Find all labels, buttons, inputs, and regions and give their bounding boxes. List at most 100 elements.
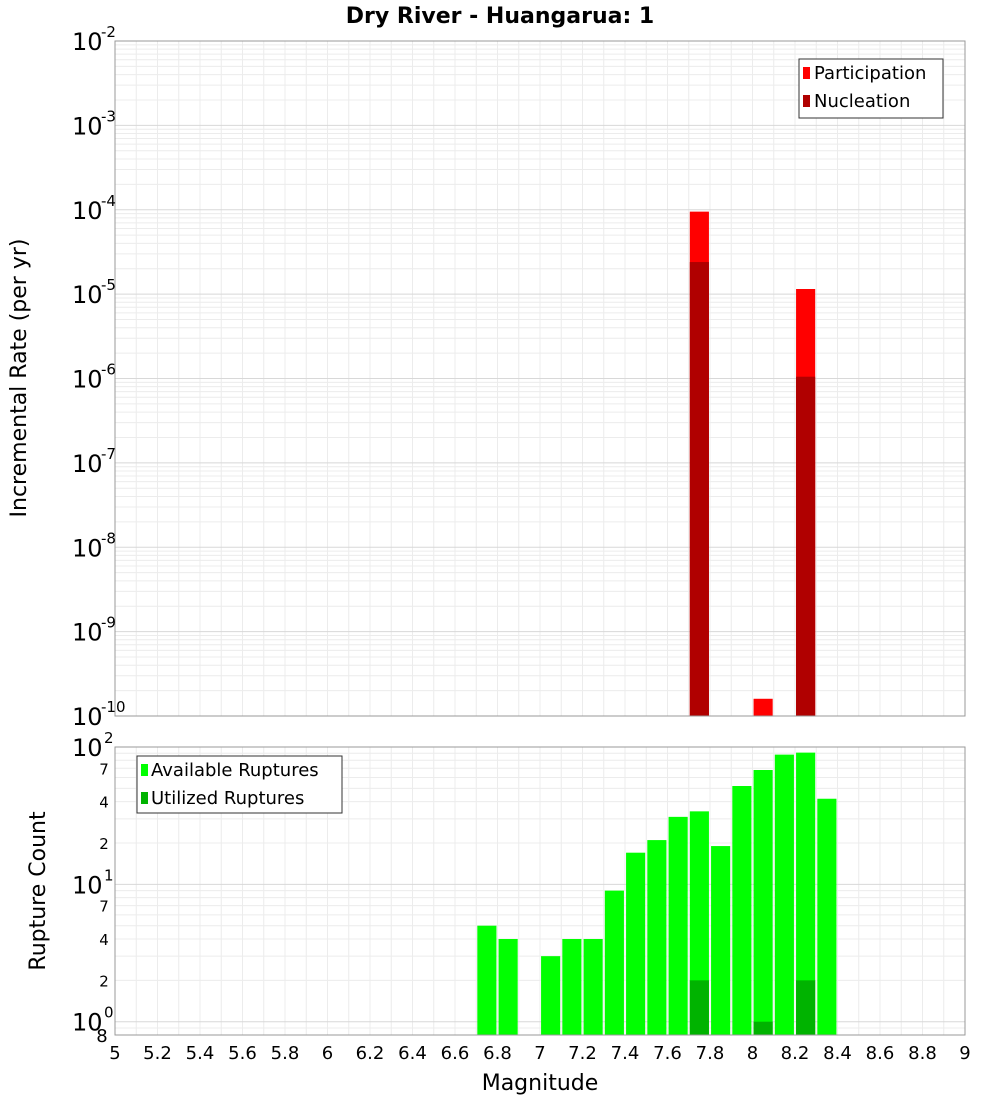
x-tick-label: 6.8: [483, 1043, 512, 1064]
legend-swatch-nucleation: [803, 95, 810, 107]
x-tick-label: 7.6: [653, 1043, 682, 1064]
chart-title: Dry River - Huangarua: 1: [346, 4, 654, 29]
x-tick-labels: 5 5.2 5.4 5.6 5.8 6 6.2 6.4 6.6 6.8 7 7.2 7.4 7.6 7.8 8…: [109, 1043, 970, 1064]
bottom-y-minor-tick: 7: [99, 760, 109, 778]
available-ruptures-bar: [498, 939, 518, 1035]
top-y-tick-base: 10: [72, 197, 103, 225]
top-y-tick-base: 10: [72, 28, 103, 56]
available-ruptures-bar: [647, 840, 667, 1035]
top-y-tick-base: 10: [72, 450, 103, 478]
top-y-tick-base: 10: [72, 534, 103, 562]
top-gridlines: [114, 41, 966, 717]
top-y-tick-base: 10: [72, 366, 103, 394]
top-y-axis-label: Incremental Rate (per yr): [7, 239, 32, 518]
bottom-plot-frame: [114, 746, 966, 1036]
available-ruptures-bar: [626, 852, 646, 1035]
utilized-ruptures-bar: [753, 1021, 773, 1035]
legend-label-nucleation: Nucleation: [814, 91, 910, 112]
top-y-tick-exponent: -3: [101, 107, 116, 125]
top-y-tick-exponent: -5: [101, 276, 116, 294]
bottom-y-tick-base: 10: [72, 871, 103, 899]
utilized-ruptures-bar: [796, 980, 816, 1035]
bottom-y-minor-tick: 4: [99, 794, 109, 812]
bottom-y-minor-tick: 4: [99, 931, 109, 949]
top-y-tick: 10-2: [72, 23, 116, 56]
top-y-tick-base: 10: [72, 703, 103, 731]
legend-label-utilized-ruptures: Utilized Ruptures: [151, 788, 304, 809]
top-plot-frame: [114, 40, 966, 717]
top-y-tick: 10-10: [72, 698, 126, 731]
available-ruptures-bar: [711, 846, 731, 1035]
x-axis-label: Magnitude: [482, 1071, 599, 1096]
top-y-tick: 10-6: [72, 361, 116, 394]
available-ruptures-bar: [774, 754, 794, 1035]
available-ruptures-bar: [583, 939, 603, 1035]
legend-label-participation: Participation: [814, 63, 926, 84]
top-y-tick: 10-3: [72, 107, 116, 140]
legend-swatch-utilized-ruptures: [141, 792, 148, 804]
x-tick-label: 8.2: [781, 1043, 810, 1064]
legend-swatch-available-ruptures: [141, 764, 148, 776]
top-y-tick: 10-5: [72, 276, 116, 309]
bottom-y-tick-exponent: 2: [104, 729, 114, 747]
nucleation-bar: [796, 376, 816, 716]
available-ruptures-bar: [732, 786, 752, 1035]
bottom-y-tick-exponent: 0: [104, 1004, 114, 1022]
nucleation-bar: [689, 262, 709, 716]
available-ruptures-bar: [689, 811, 709, 1035]
top-y-tick-exponent: -10: [101, 698, 126, 716]
x-tick-label: 5.6: [228, 1043, 257, 1064]
bottom-y-minor-tick: 2: [99, 972, 109, 990]
bottom-y-minor-tick: 2: [99, 835, 109, 853]
top-y-tick-exponent: -2: [101, 23, 116, 41]
available-ruptures-bar: [817, 798, 837, 1035]
top-y-tick: 10-7: [72, 445, 116, 478]
x-tick-label: 6: [322, 1043, 333, 1064]
x-tick-label: 6.6: [441, 1043, 470, 1064]
top-legend: Participation Nucleation: [798, 58, 944, 119]
x-tick-label: 8.8: [908, 1043, 937, 1064]
utilized-ruptures-bar: [689, 980, 709, 1035]
top-y-tick-base: 10: [72, 281, 103, 309]
bottom-y-tick-base: 10: [72, 1009, 103, 1037]
x-tick-label: 6.4: [398, 1043, 427, 1064]
bottom-y-axis-label: Rupture Count: [26, 811, 51, 971]
x-tick-label: 8.6: [866, 1043, 895, 1064]
available-ruptures-bar: [604, 890, 624, 1035]
bottom-y-tick-base: 10: [72, 734, 103, 762]
bottom-legend-box: [136, 755, 343, 814]
top-y-tick-base: 10: [72, 619, 103, 647]
bottom-y-tick-exponent: 1: [104, 866, 114, 884]
top-y-tick-exponent: -4: [101, 192, 116, 210]
x-tick-label: 9: [959, 1043, 970, 1064]
bottom-y-major-tick: 10 0: [72, 1004, 114, 1037]
x-tick-label: 7.8: [696, 1043, 725, 1064]
x-tick-label: 6.2: [356, 1043, 385, 1064]
available-ruptures-bar: [668, 816, 688, 1035]
available-ruptures-bar: [753, 770, 773, 1035]
legend-label-available-ruptures: Available Ruptures: [151, 760, 319, 781]
bottom-legend: Available Ruptures Utilized Ruptures: [136, 755, 343, 814]
participation-bar: [753, 698, 773, 716]
top-y-tick-exponent: -6: [101, 361, 116, 379]
x-tick-label: 7.4: [611, 1043, 640, 1064]
x-tick-label: 5.4: [186, 1043, 215, 1064]
bottom-y-minor-tick: 7: [99, 898, 109, 916]
top-legend-box: [798, 58, 944, 119]
top-bars: [689, 211, 816, 716]
top-y-tick-base: 10: [72, 112, 103, 140]
x-tick-label: 7: [534, 1043, 545, 1064]
x-tick-label: 5.8: [271, 1043, 300, 1064]
x-tick-label: 5.2: [143, 1043, 172, 1064]
top-y-tick-exponent: -8: [101, 529, 116, 547]
bottom-y-minor-tick: 8: [96, 1026, 107, 1047]
x-tick-label: 8: [747, 1043, 758, 1064]
available-ruptures-bar: [541, 956, 561, 1035]
available-ruptures-bar: [796, 752, 816, 1035]
available-ruptures-bar: [477, 925, 497, 1035]
top-y-tick: 10-8: [72, 529, 116, 562]
